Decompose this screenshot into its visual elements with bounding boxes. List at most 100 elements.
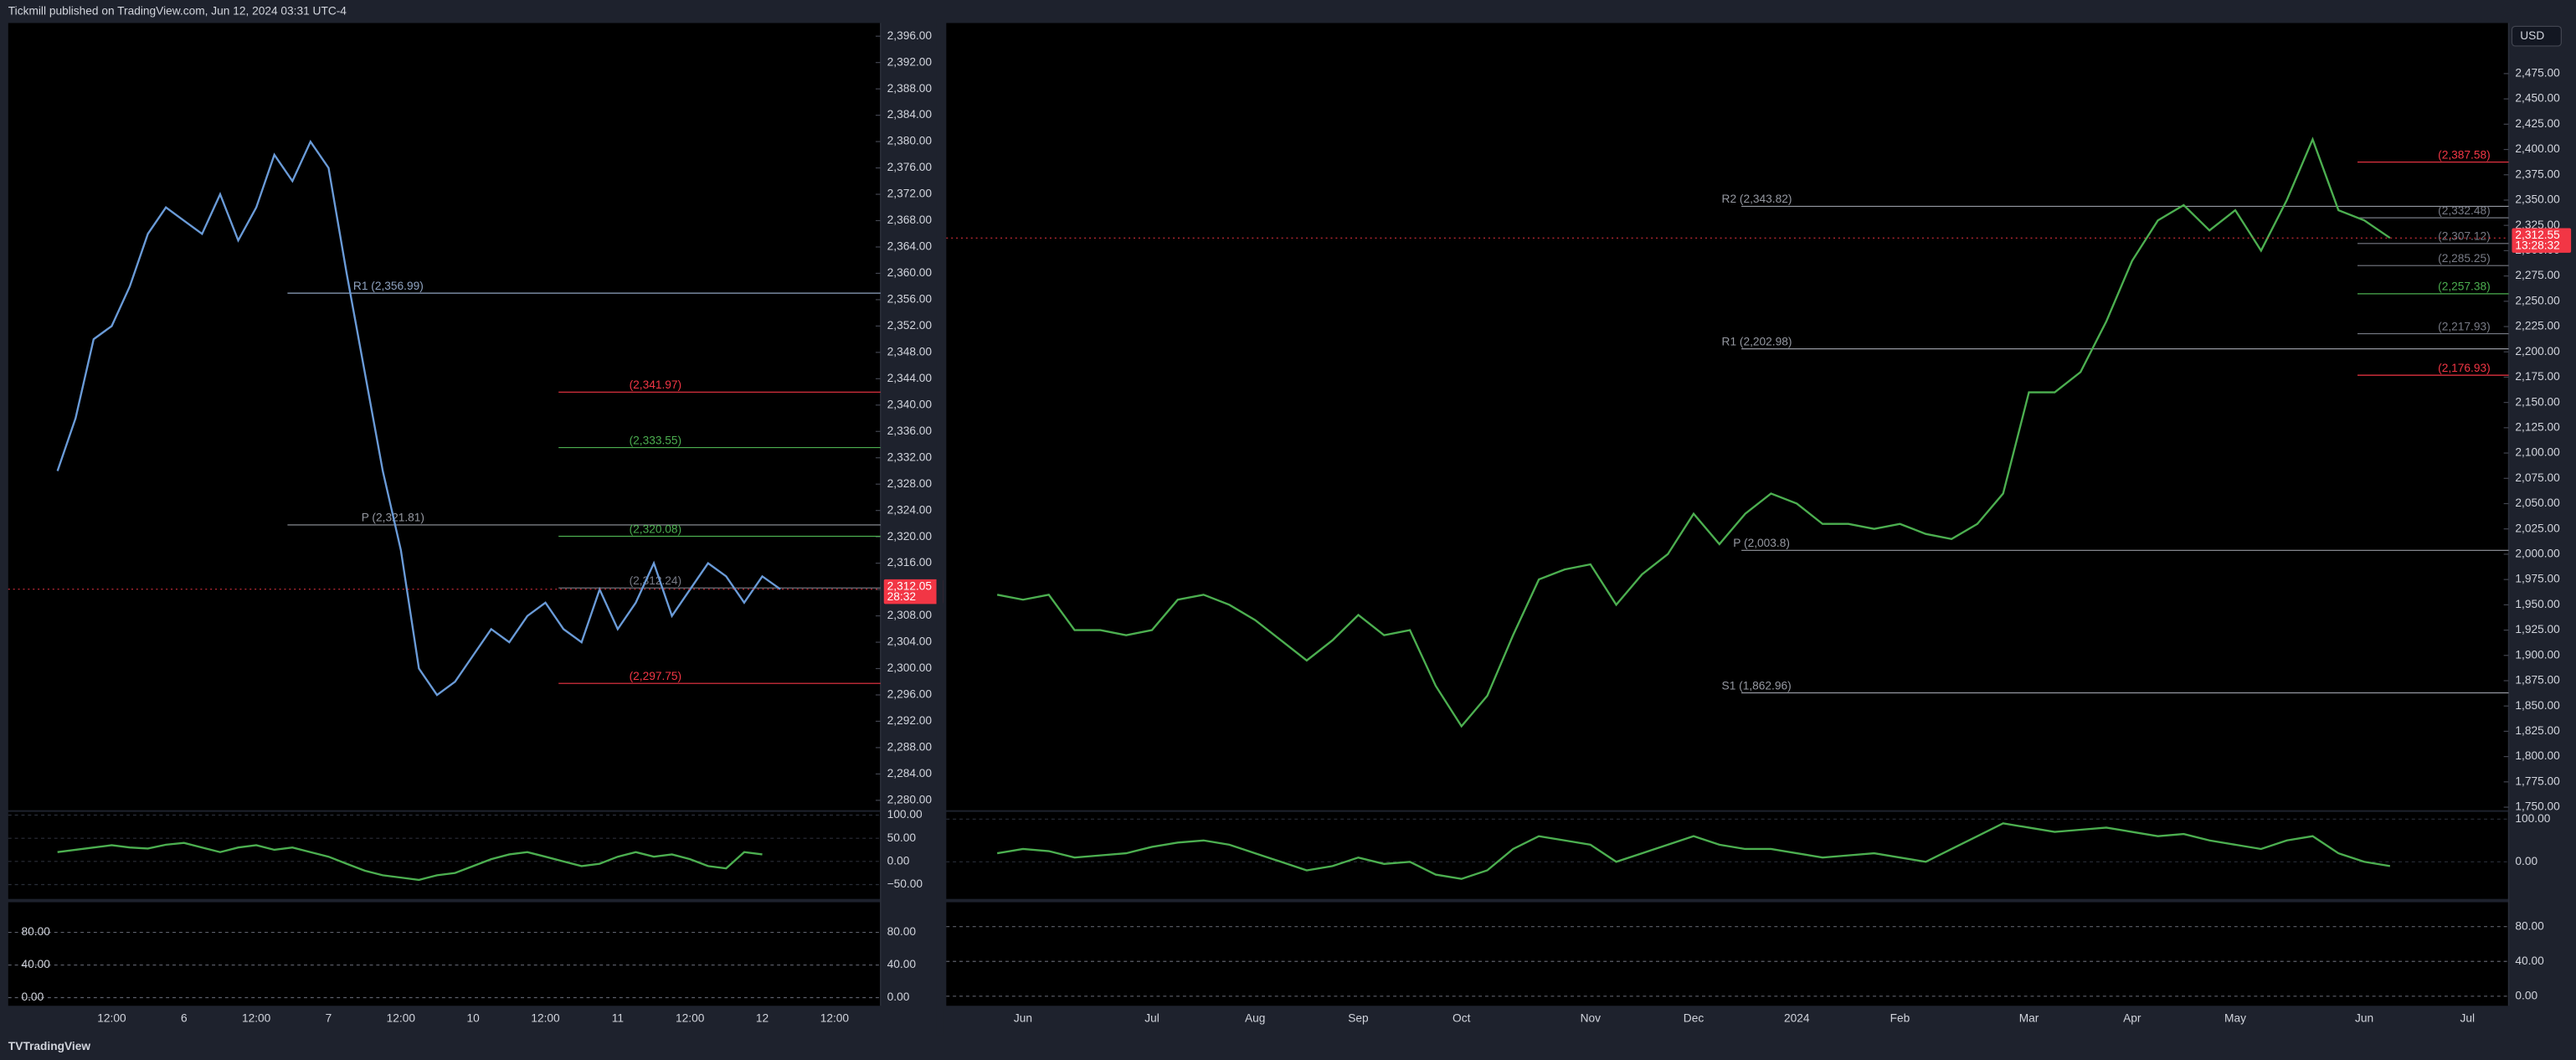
y-tick-label: 2,376.00 bbox=[887, 161, 933, 173]
x-tick-label: Jun bbox=[1014, 1012, 1032, 1025]
y-tick-label: 1,950.00 bbox=[2515, 598, 2560, 610]
y-tick-label: 2,336.00 bbox=[887, 425, 933, 437]
level-label: (2,341.97) bbox=[630, 378, 682, 391]
level-label: (2,257.38) bbox=[2438, 280, 2491, 293]
y-tick-label: 100.00 bbox=[887, 808, 923, 821]
y-tick-label: 1,750.00 bbox=[2515, 800, 2560, 813]
x-tick-label: Jul bbox=[2460, 1012, 2476, 1025]
y-tick-label: 0.00 bbox=[887, 991, 910, 1003]
x-tick-label: 2024 bbox=[1784, 1012, 1810, 1025]
x-tick-label: 7 bbox=[326, 1012, 332, 1025]
y-tick-label: 2,000.00 bbox=[2515, 548, 2560, 560]
currency-button[interactable] bbox=[2511, 25, 2562, 47]
y-tick-label: 2,275.00 bbox=[2515, 269, 2560, 281]
y-tick-label: 2,316.00 bbox=[887, 556, 933, 569]
y-tick-label: 2,425.00 bbox=[2515, 117, 2560, 130]
level-label: (2,332.48) bbox=[2438, 204, 2491, 217]
y-tick-label: 2,100.00 bbox=[2515, 446, 2560, 459]
y-tick-label: 2,380.00 bbox=[887, 135, 933, 147]
x-tick-label: 12 bbox=[756, 1012, 769, 1025]
x-tick-label: Apr bbox=[2123, 1012, 2142, 1025]
y-tick-label: 1,800.00 bbox=[2515, 749, 2560, 762]
level-label: R2 (2,343.82) bbox=[1722, 193, 1792, 205]
y-tick-label: 2,340.00 bbox=[887, 398, 933, 410]
y-tick-label: 80.00 bbox=[887, 925, 917, 938]
y-tick-label: 0.00 bbox=[887, 854, 910, 867]
currency-label: USD bbox=[2520, 29, 2544, 42]
y-tick-label: 2,372.00 bbox=[887, 188, 933, 200]
x-tick-label: 6 bbox=[181, 1012, 188, 1025]
x-tick-label: Feb bbox=[1890, 1012, 1910, 1025]
y-tick-label: 2,328.00 bbox=[887, 477, 933, 490]
y-tick-label: 2,320.00 bbox=[887, 530, 933, 543]
y-tick-label: 1,925.00 bbox=[2515, 623, 2560, 635]
level-label: R1 (2,202.98) bbox=[1722, 335, 1792, 347]
y-tick-label: 1,900.00 bbox=[2515, 648, 2560, 661]
pane bbox=[8, 23, 881, 810]
pane bbox=[946, 902, 2509, 1006]
x-tick-label: Mar bbox=[2019, 1012, 2039, 1025]
y-tick-label: 2,225.00 bbox=[2515, 320, 2560, 332]
y-tick-label: 2,375.00 bbox=[2515, 167, 2560, 180]
x-tick-label: 12:00 bbox=[387, 1012, 416, 1025]
pane bbox=[8, 811, 881, 899]
y-tick-label: 2,175.00 bbox=[2515, 370, 2560, 383]
level-label: (2,285.25) bbox=[2438, 252, 2491, 265]
oscillator-line bbox=[57, 841, 763, 882]
y-tick-label: 2,352.00 bbox=[887, 319, 933, 332]
y-tick-label: 2,450.00 bbox=[2515, 92, 2560, 105]
y-tick-label: 2,332.00 bbox=[887, 450, 933, 463]
level-label: (2,320.08) bbox=[630, 522, 682, 535]
x-tick-label: 10 bbox=[467, 1012, 481, 1025]
x-tick-label: Jun bbox=[2355, 1012, 2373, 1025]
oscillator-line bbox=[996, 822, 2391, 880]
x-tick-label: Oct bbox=[1453, 1012, 1471, 1025]
y-tick-label: 2,348.00 bbox=[887, 345, 933, 358]
chart-divider bbox=[936, 19, 944, 1036]
last-price-box bbox=[883, 579, 944, 605]
last-price-label: 2,312.55 bbox=[2515, 229, 2560, 241]
y-tick-label: 2,150.00 bbox=[2515, 395, 2560, 408]
y-tick-label: 2,350.00 bbox=[2515, 193, 2560, 206]
level-label: S1 (1,862.96) bbox=[1722, 679, 1792, 692]
price-line bbox=[996, 136, 2391, 728]
publisher: Tickmill published on TradingView.com, J… bbox=[8, 4, 347, 17]
pane bbox=[946, 23, 2509, 810]
y-tick-label: 2,292.00 bbox=[887, 714, 933, 727]
y-tick-label: 0.00 bbox=[2515, 989, 2537, 1001]
countdown: 13:28:32 bbox=[2515, 239, 2559, 252]
level-label: (2,312.24) bbox=[630, 574, 682, 587]
y-tick-label: 0.00 bbox=[2515, 855, 2537, 867]
level-label: (2,297.75) bbox=[630, 670, 682, 682]
level-label: (2,307.12) bbox=[2438, 230, 2491, 243]
level-label: (2,176.93) bbox=[2438, 362, 2491, 374]
y-tick-label: 2,396.00 bbox=[887, 29, 933, 42]
y-tick-label: 80.00 bbox=[2515, 919, 2544, 932]
x-tick-label: 12:00 bbox=[820, 1012, 850, 1025]
y-tick-label: 2,475.00 bbox=[2515, 67, 2560, 80]
y-tick-label: 2,075.00 bbox=[2515, 471, 2560, 484]
y-tick-label: 2,360.00 bbox=[887, 266, 933, 279]
level-label: R1 (2,356.99) bbox=[353, 280, 424, 292]
pane bbox=[946, 811, 2509, 899]
y-tick-label: 2,200.00 bbox=[2515, 345, 2560, 358]
x-tick-label: Jul bbox=[1144, 1012, 1159, 1025]
y-tick-label: 1,825.00 bbox=[2515, 724, 2560, 737]
y-tick-label: 2,288.00 bbox=[887, 741, 933, 754]
y-tick-label: 2,400.00 bbox=[2515, 142, 2560, 155]
y-tick-label: 2,325.00 bbox=[2515, 219, 2560, 231]
brand-logo: TV bbox=[8, 1040, 23, 1052]
y-tick-label: 2,300.00 bbox=[887, 661, 933, 674]
level-label: (2,333.55) bbox=[630, 434, 682, 446]
y-tick-label: 2,250.00 bbox=[2515, 294, 2560, 306]
y-tick-label: 2,392.00 bbox=[887, 55, 933, 68]
y-tick-label: 1,775.00 bbox=[2515, 774, 2560, 787]
level-label: P (2,003.8) bbox=[1733, 537, 1790, 549]
y-tick-label: 1,850.00 bbox=[2515, 699, 2560, 712]
price-line bbox=[56, 139, 781, 697]
x-tick-label: 12:00 bbox=[676, 1012, 705, 1025]
y-tick-label: 2,304.00 bbox=[887, 635, 933, 648]
y-tick-label: 2,384.00 bbox=[887, 108, 933, 121]
